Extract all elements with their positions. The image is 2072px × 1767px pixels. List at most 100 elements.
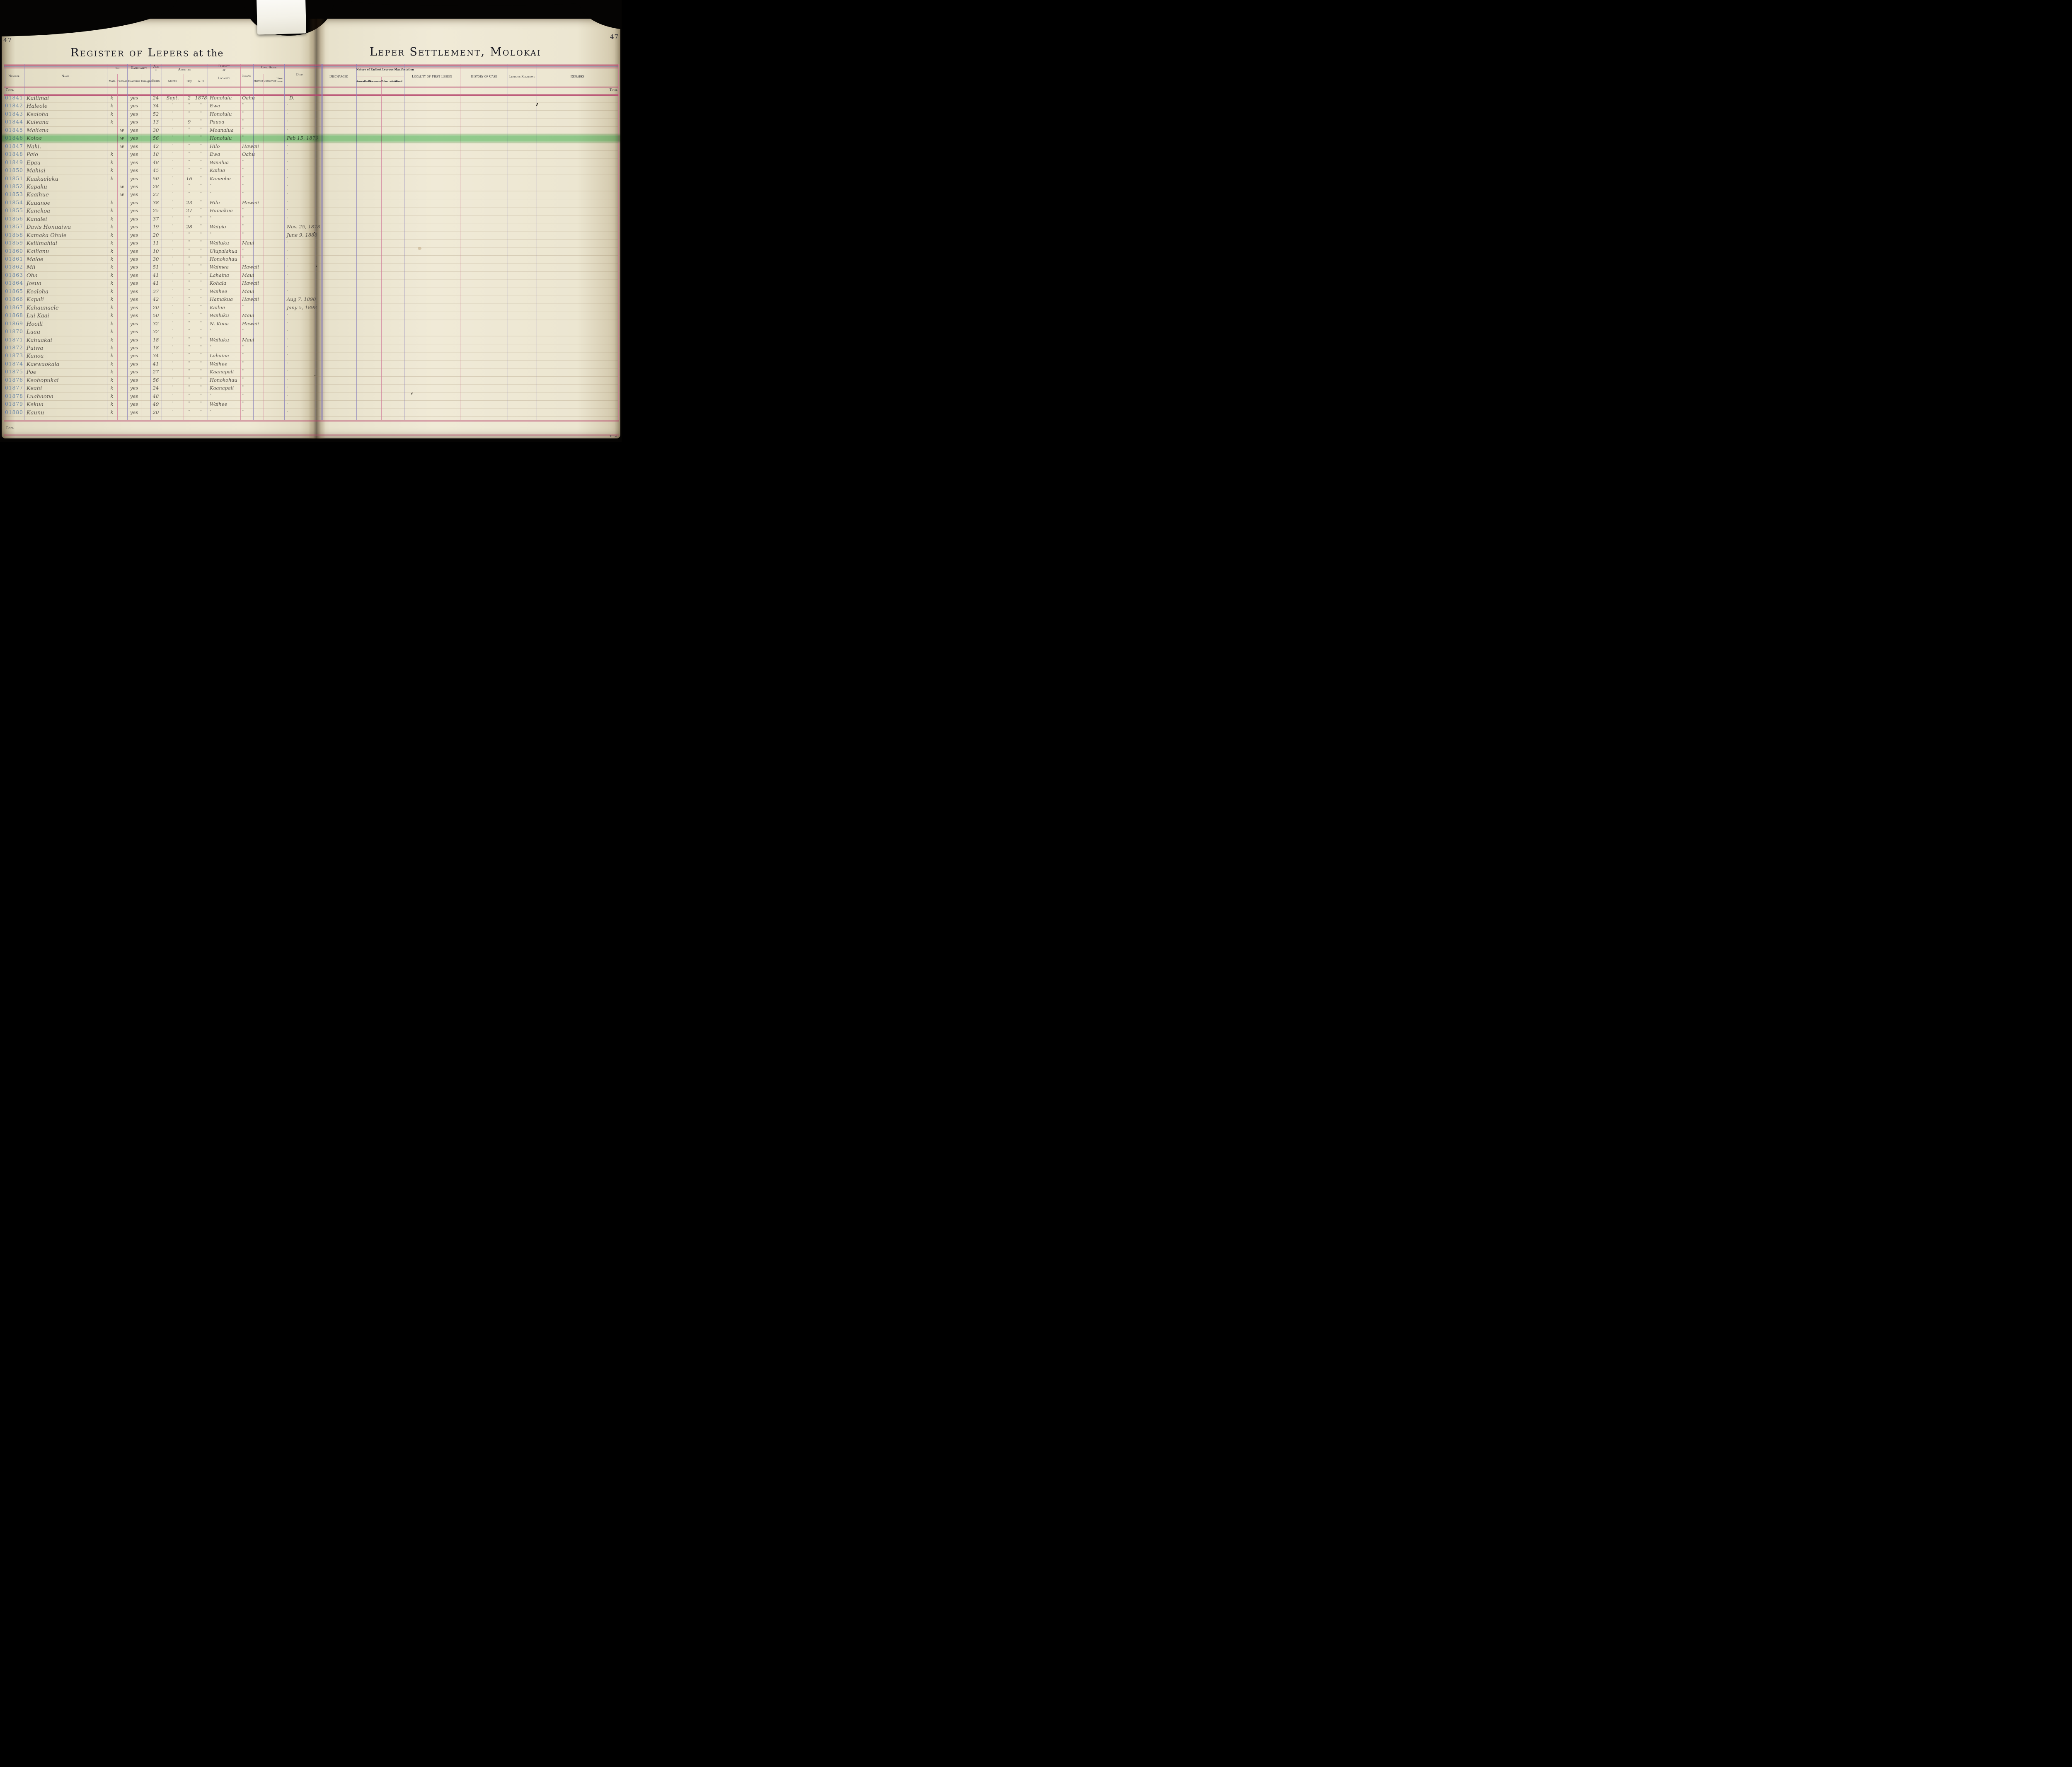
cell-nationality-hawaiian: yes (130, 248, 138, 254)
cell-died: D. (289, 95, 295, 101)
cell-age: 32 (152, 320, 159, 327)
col-header-civil-state: Civil State (261, 65, 277, 69)
register-row: 01844 Kuleana k yes 13 " 9 " Pauoa " · (0, 119, 622, 126)
cell-age: 20 (152, 304, 159, 310)
cell-admitted-year: " (200, 321, 202, 325)
cell-admitted-day: " (188, 216, 190, 220)
cell-nationality-hawaiian: yes (130, 385, 138, 391)
cell-number: 01851 (5, 175, 23, 182)
cell-number: 01862 (5, 264, 23, 270)
cell-sex-female: w (120, 183, 124, 189)
paper-stain (418, 247, 421, 250)
cell-island: " (242, 385, 244, 390)
cell-number: 01880 (5, 409, 23, 415)
register-row: 01849 Epau k yes 48 " " " Waialua " · (0, 159, 622, 167)
cell-number: 01848 (5, 151, 23, 157)
column-rule (127, 64, 128, 420)
cell-number: 01842 (5, 102, 23, 109)
cell-name: Kuakaeleku (27, 176, 58, 182)
cell-number: 01877 (5, 385, 23, 391)
cell-age: 48 (152, 393, 159, 399)
cell-district: Lahaina (210, 272, 229, 278)
col-header-admitted: Admitted (178, 68, 191, 71)
cell-age: 28 (152, 183, 159, 189)
cell-admitted-year: " (200, 329, 202, 334)
cell-island: Hawaii (242, 320, 259, 327)
cell-admitted-day: " (188, 160, 190, 164)
register-row: 01880 Kaunu k yes 20 " " " " " · (0, 409, 622, 417)
cell-admitted-month: " (172, 111, 174, 116)
cell-number: 01878 (5, 392, 23, 399)
cell-admitted-year: " (200, 216, 202, 220)
cell-name: Josua (27, 281, 41, 287)
cell-island: " (242, 103, 244, 108)
cell-island: " (242, 305, 244, 309)
cell-admitted-day: " (188, 369, 190, 374)
cell-district: Kaneohe (210, 175, 231, 182)
col-header-number: Number (8, 74, 19, 78)
cell-number: 01863 (5, 271, 23, 278)
cell-age: 19 (152, 224, 159, 230)
cell-sex-male: k (110, 336, 114, 343)
cell-nationality-hawaiian: yes (130, 361, 138, 367)
cell-name: Kailimai (27, 95, 49, 102)
ink-speck (316, 266, 317, 267)
cell-died: · (287, 313, 288, 317)
cell-district: Lahaina (210, 353, 229, 359)
cell-island: " (242, 176, 244, 180)
col-header-name: Name (61, 74, 70, 78)
cell-admitted-month: " (172, 248, 174, 253)
cell-nationality-hawaiian: yes (130, 199, 138, 206)
cell-number: 01870 (5, 328, 23, 335)
cell-admitted-year: " (200, 200, 202, 204)
cell-nationality-hawaiian: yes (130, 329, 138, 335)
cell-name: Kapaku (27, 184, 47, 190)
cell-died: · (287, 337, 288, 341)
cell-age: 48 (152, 159, 159, 165)
cell-died: Nov. 25, 1878 (287, 224, 320, 230)
col-header-day: Day (186, 80, 192, 83)
col-header-age-in: in (155, 69, 157, 72)
cell-died: · (287, 160, 288, 164)
cell-island: " (242, 232, 244, 237)
cell-district: " (210, 409, 212, 414)
cell-died: · (287, 127, 288, 132)
cell-number: 01845 (5, 126, 23, 133)
cell-admitted-month: " (172, 353, 174, 358)
cell-name: Kanekoa (27, 208, 50, 215)
cell-nationality-hawaiian: yes (130, 175, 138, 182)
cell-admitted-day: " (188, 377, 190, 382)
register-row: 01853 Kaaihue w yes 23 " " " " " · (0, 191, 622, 199)
cell-district: " (210, 192, 212, 196)
register-row: 01863 Oha k yes 41 " " " Lahaina Maui · (0, 272, 622, 280)
cell-name: Lui Kaai (27, 313, 49, 320)
cell-number: 01872 (5, 344, 23, 351)
cell-sex-male: k (110, 167, 114, 174)
register-row: 01845 Maliana w yes 30 " " " Moanalua " · (0, 127, 622, 135)
cell-district: Wailuku (210, 336, 229, 343)
cell-sex-male: k (110, 280, 114, 286)
cell-nationality-hawaiian: yes (130, 191, 138, 198)
cell-nationality-hawaiian: yes (130, 208, 138, 214)
cell-admitted-day: " (188, 264, 190, 269)
cell-admitted-day: " (188, 152, 190, 156)
cell-age: 37 (152, 215, 159, 222)
cell-district: " (210, 232, 212, 237)
cell-admitted-year: " (200, 337, 202, 341)
column-rule (117, 74, 118, 420)
cell-admitted-year: " (200, 281, 202, 285)
cell-number: 01868 (5, 312, 23, 319)
cell-name: Kaaihue (27, 192, 49, 198)
cell-island: Oahu (242, 151, 255, 157)
cell-sex-male: k (110, 272, 114, 278)
col-header-manifestation: Nature of Earliest Leprous Manifestation (356, 68, 414, 71)
cell-admitted-day: " (188, 409, 190, 414)
register-row: 01854 Kauanoe k yes 38 " 23 " Hilo Hawaii · (0, 199, 622, 207)
cell-island: " (242, 127, 244, 132)
cell-admitted-year: " (200, 297, 202, 301)
cell-sex-male: k (110, 320, 114, 327)
cell-admitted-day: " (188, 127, 190, 132)
register-row: 01879 Kekua k yes 49 " " " Waihee " · (0, 401, 622, 409)
cell-nationality-hawaiian: yes (130, 167, 138, 174)
cell-died: · (287, 152, 288, 156)
